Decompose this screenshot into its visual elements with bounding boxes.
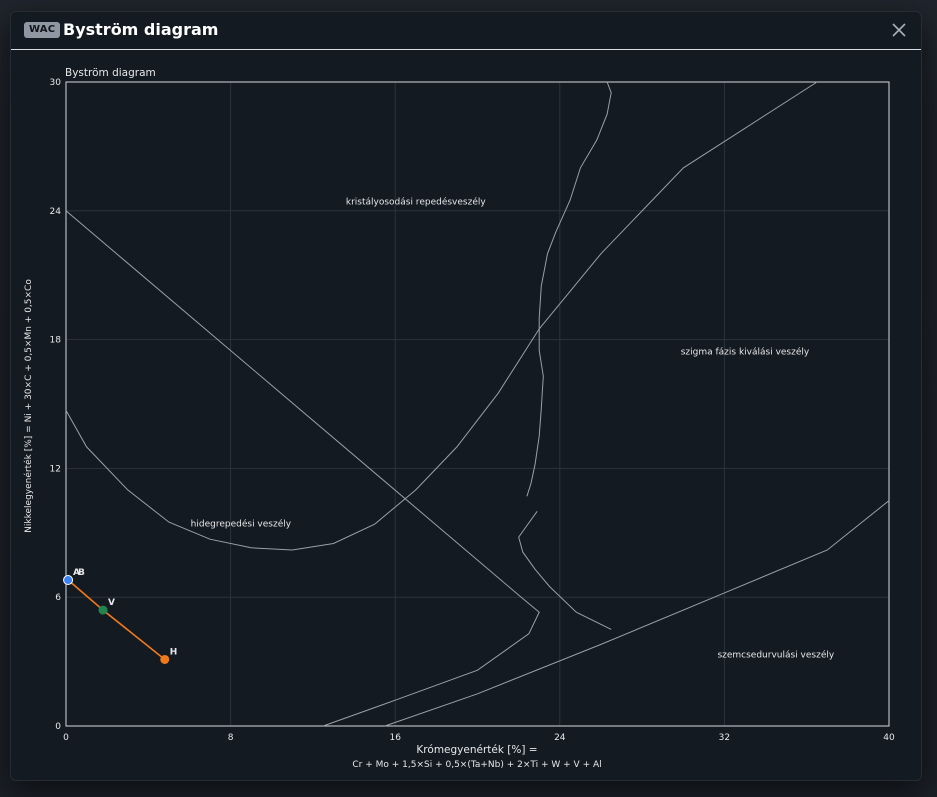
region-label: kristályosodási repedésveszély — [346, 196, 486, 207]
plot-frame — [65, 81, 890, 727]
chart-grid — [65, 81, 890, 727]
boundary-curve — [526, 81, 612, 497]
boundary-curves — [65, 81, 890, 727]
x-axis-label: Krómegyenérték [%] = — [416, 744, 537, 756]
x-axis-formula: Cr + Mo + 1,5×Si + 0,5×(Ta+Nb) + 2×Ti + … — [352, 760, 601, 770]
region-label: hidegrepedési veszély — [191, 518, 292, 529]
series-line — [67, 579, 166, 661]
x-tick-label: 32 — [719, 733, 730, 743]
x-tick-label: 0 — [63, 733, 69, 743]
close-icon[interactable] — [890, 21, 908, 39]
x-tick-label: 40 — [883, 733, 895, 743]
axis-ticks: 0 8 16 24 32 40 0 6 12 18 24 30 — [50, 78, 895, 743]
region-labels: kristályosodási repedésveszély szigma fáz… — [191, 196, 835, 660]
x-tick-label: 16 — [389, 733, 401, 743]
point-label: H — [170, 647, 178, 657]
boundary-curve — [65, 210, 540, 727]
point-label: A — [73, 568, 80, 578]
point-label: B — [78, 568, 85, 578]
data-point[interactable] — [63, 575, 74, 586]
bystrom-modal: WAC Byström diagram Byström diagram kris… — [11, 12, 921, 780]
boundary-curve — [384, 500, 890, 727]
region-label: szigma fázis kiválási veszély — [681, 347, 810, 358]
y-axis-label: Nikkelegyenérték [%] = Ni + 30×C + 0,5×M… — [23, 279, 34, 533]
region-label: szemcsedurvulási veszély — [717, 649, 834, 660]
modal-title: Byström diagram — [63, 20, 219, 39]
y-tick-label: 18 — [50, 336, 62, 346]
y-tick-label: 30 — [50, 78, 62, 88]
modal-header: WAC Byström diagram — [11, 12, 921, 50]
x-tick-label: 8 — [228, 733, 234, 743]
bystrom-chart: Byström diagram kristályosodási repedésv… — [23, 67, 895, 770]
data-series: AB V H — [63, 568, 178, 664]
y-tick-label: 12 — [50, 464, 61, 474]
y-tick-label: 6 — [55, 593, 61, 603]
y-tick-label: 0 — [55, 722, 61, 732]
boundary-curve — [518, 511, 612, 630]
app-badge: WAC — [24, 22, 61, 38]
chart-title: Byström diagram — [65, 67, 156, 79]
point-label: V — [108, 598, 115, 608]
data-point[interactable] — [160, 654, 170, 664]
boundary-curve — [65, 81, 818, 551]
y-tick-label: 24 — [50, 207, 62, 217]
data-point[interactable] — [98, 605, 108, 615]
x-tick-label: 24 — [554, 733, 566, 743]
